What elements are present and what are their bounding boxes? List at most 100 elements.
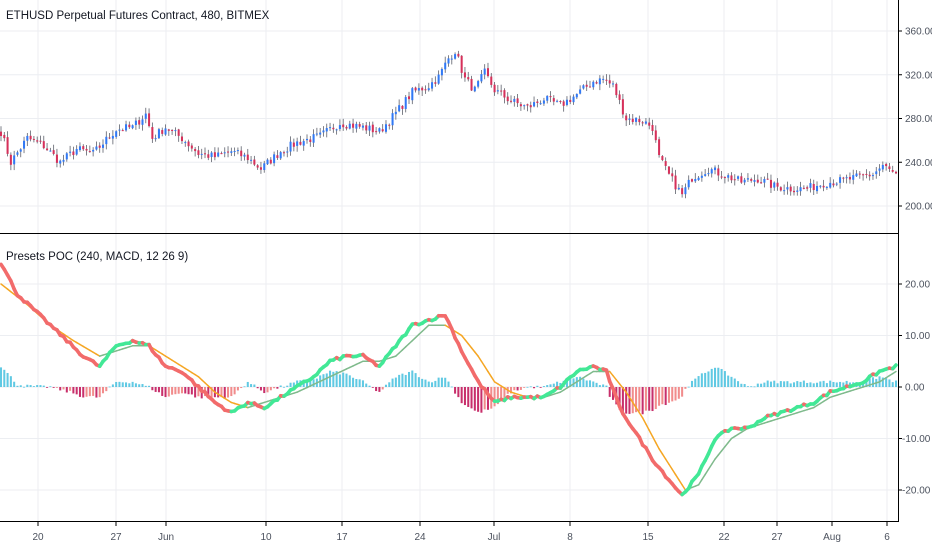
price-axis[interactable]: 200.00 240.00 280.00 320.00 360.00 [898, 27, 932, 213]
histogram-bar-positive [690, 380, 694, 387]
histogram-bar-positive [806, 382, 809, 387]
histogram-bar-positive [894, 380, 898, 387]
candle-up [533, 102, 536, 107]
histogram-bar-negative [635, 387, 638, 413]
histogram-bar-positive [773, 380, 776, 387]
histogram-bar-positive [131, 381, 134, 387]
histogram-bar-positive [723, 371, 726, 387]
candle-down [588, 86, 592, 88]
candle-up [871, 175, 874, 177]
candle-down [750, 179, 753, 181]
signal-segment-falling [648, 429, 654, 438]
histogram-bar-positive [546, 385, 549, 387]
histogram-bar-positive [335, 371, 338, 387]
candle-up [319, 132, 322, 135]
histogram-bar-negative [46, 387, 49, 388]
histogram-bar-negative [62, 387, 65, 390]
candle-down [625, 115, 628, 121]
histogram-bar-negative [88, 387, 91, 397]
candle-up [773, 182, 776, 188]
candle-up [302, 141, 305, 146]
histogram-bar-positive [687, 386, 690, 388]
histogram-bar-positive [434, 380, 437, 387]
candle-up [480, 74, 483, 82]
signal-segment-falling [655, 441, 660, 450]
histogram-bar-negative [477, 387, 480, 412]
histogram-bar-positive [411, 370, 414, 387]
candle-up [539, 103, 542, 105]
candle-down [470, 78, 473, 91]
candle-down [615, 83, 618, 96]
candle-up [13, 155, 16, 165]
candle-up [427, 88, 430, 91]
candle-down [651, 125, 654, 131]
histogram-bar-negative [95, 387, 98, 398]
candle-up [16, 152, 19, 155]
candle-down [894, 171, 898, 174]
candle-down [891, 170, 894, 172]
histogram-bar-positive [835, 382, 838, 387]
histogram-bar-negative [684, 387, 687, 389]
histogram-bar-negative [509, 387, 513, 394]
candle-down [121, 130, 124, 132]
candle-down [108, 137, 111, 139]
histogram-bar-negative [227, 387, 230, 398]
macd-histogram [0, 367, 898, 415]
indicator-axis[interactable]: 20.00 10.00 0.00 -10.00 -20.00 [898, 280, 931, 497]
candle-down [720, 176, 723, 178]
price-axis-label: 360.00 [905, 27, 932, 38]
candle-down [203, 153, 207, 155]
histogram-bar-negative [473, 387, 476, 411]
time-axis-label: 27 [771, 532, 783, 543]
signal-segment-falling [464, 338, 469, 345]
signal-segment-falling [490, 375, 496, 383]
histogram-bar-positive [29, 385, 32, 387]
candle-down [779, 187, 782, 191]
time-axis-label: 17 [336, 532, 348, 543]
histogram-bar-positive [253, 384, 256, 387]
candle-up [628, 118, 631, 120]
candle-up [26, 135, 29, 141]
histogram-bar-positive [49, 386, 52, 388]
histogram-bar-negative [667, 387, 670, 403]
histogram-bar-positive [783, 381, 786, 387]
histogram-bar-positive [559, 382, 562, 387]
histogram-bar-positive [0, 367, 3, 387]
candle-down [812, 183, 815, 191]
histogram-bar-positive [144, 385, 147, 387]
signal-segment-rising [424, 324, 430, 330]
candle-down [509, 100, 513, 102]
time-axis-label: 20 [32, 532, 44, 543]
candle-down [740, 176, 743, 183]
candle-down [424, 89, 427, 91]
signal-segment-falling [668, 463, 673, 471]
histogram-bar-positive [582, 378, 585, 387]
histogram-bar-positive [891, 382, 894, 387]
candle-up [763, 179, 766, 183]
histogram-bar-negative [269, 387, 272, 391]
candle-up [368, 125, 371, 131]
candle-up [355, 123, 358, 129]
candle-down [885, 163, 888, 167]
histogram-bar-positive [862, 382, 865, 387]
histogram-bar-negative [92, 387, 95, 396]
histogram-bar-positive [111, 384, 114, 387]
candle-up [384, 124, 388, 132]
candle-down [29, 135, 32, 140]
candle-down [463, 72, 466, 78]
price-candles[interactable] [0, 50, 898, 199]
signal-segment-rising [891, 370, 897, 375]
candle-down [519, 104, 522, 107]
time-axis[interactable]: 20 27 Jun 10 17 24 Jul 8 15 22 27 Aug 6 [32, 522, 890, 543]
histogram-bar-negative [641, 387, 644, 415]
candle-up [266, 159, 269, 165]
histogram-bar-negative [167, 387, 170, 397]
candle-down [256, 165, 259, 168]
histogram-bar-positive [404, 374, 407, 387]
histogram-bar-positive [361, 380, 364, 387]
signal-segment-falling [207, 385, 213, 390]
candle-up [786, 187, 789, 190]
histogram-bar-positive [42, 385, 45, 387]
histogram-bar-positive [717, 367, 720, 387]
histogram-bar-positive [125, 382, 128, 387]
